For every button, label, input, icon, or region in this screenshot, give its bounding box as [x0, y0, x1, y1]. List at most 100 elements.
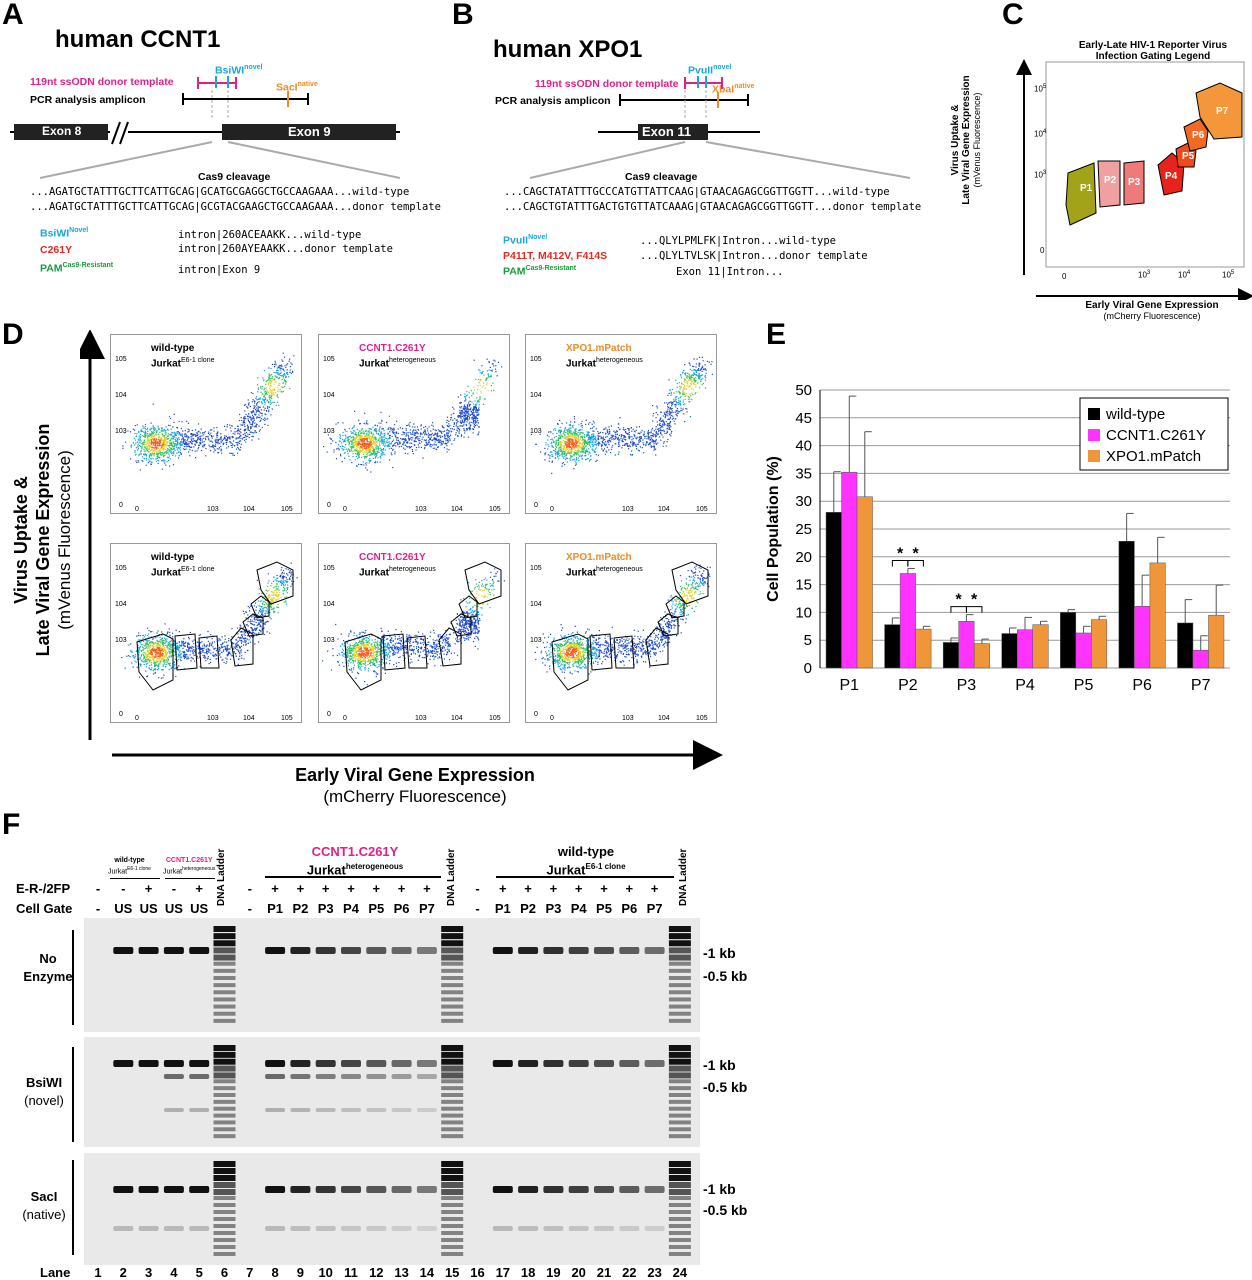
ladder-band	[441, 1134, 464, 1139]
ladder-band	[668, 968, 691, 973]
panel-a-exon8: Exon 8	[42, 124, 82, 138]
significance-bracket	[965, 606, 983, 613]
flow-tick: 0	[534, 502, 538, 509]
ladder-band	[441, 1113, 464, 1118]
ladder-band	[668, 1127, 691, 1132]
x-tick-label: P5	[1074, 677, 1094, 694]
bar-XPO1.mPatch-P3	[973, 643, 990, 669]
flow-tick: 104	[530, 392, 542, 399]
gate-value: P1	[494, 901, 511, 916]
panel-a-prot-donor: intron|260AYEAAKK...donor template	[178, 243, 393, 255]
dna-band-cut	[518, 1226, 539, 1231]
dna-band-cut	[189, 1074, 210, 1079]
panel-b-amplicon-label: PCR analysis amplicon	[495, 95, 611, 107]
panel-b-pvuii-label: PvuIInovel	[688, 64, 732, 77]
flow-tick: 0	[327, 711, 331, 718]
ladder-band	[441, 1217, 464, 1221]
ladder-band	[441, 968, 464, 973]
ladder-band	[668, 926, 691, 932]
ladder-band	[441, 976, 464, 980]
flow-tick: 105	[323, 356, 335, 363]
y-tick-label: 25	[795, 521, 812, 538]
bar-wild-type-P5	[1060, 612, 1077, 669]
ladder-band	[213, 1203, 236, 1207]
dna-band-cut	[594, 1226, 614, 1231]
ladder-band	[213, 1175, 236, 1181]
panel-c-label: C	[1002, 0, 1024, 31]
panel-a-saci-label: SacInative	[276, 81, 318, 94]
bar-XPO1.mPatch-P1	[856, 496, 873, 669]
ladder-band	[668, 947, 691, 954]
flow-tick: 0	[135, 715, 139, 722]
flow-tick: 104	[243, 506, 255, 513]
panel-e-label: E	[766, 318, 787, 351]
gate-value: US	[114, 901, 133, 916]
ladder-band	[668, 1045, 691, 1051]
dna-band-cut	[391, 1108, 412, 1112]
significance-star: *	[971, 592, 978, 609]
ladder-band	[213, 1161, 236, 1167]
bar-CCNT1.C261Y-P4	[1017, 629, 1033, 669]
ladder-band	[213, 1045, 236, 1051]
ladder-band	[441, 1182, 464, 1188]
ladder-band	[441, 1072, 464, 1079]
ladder-band	[441, 1011, 464, 1016]
flow-plot-title: CCNT1.C261Y Jurkatheterogeneous	[359, 343, 436, 370]
panel-a-amplicon-label: PCR analysis amplicon	[30, 94, 146, 106]
gate-p4	[438, 627, 462, 667]
panel-b-legend-pam: PAMCas9-Resistant	[503, 265, 577, 278]
lane-number: 5	[195, 1265, 203, 1280]
ladder-band	[213, 997, 236, 1002]
lane-number: 9	[296, 1265, 304, 1280]
panel-b-seq-wt: ...CAGCTATATTTGCCCATGTTATTCAAG|GTAACAGAG…	[504, 186, 890, 198]
bar-XPO1.mPatch-P4	[1032, 624, 1049, 669]
gel-no-enzyme	[84, 918, 700, 1032]
panel-a-donor-label: 119nt ssODN donor template	[30, 76, 174, 88]
lane-number: 18	[520, 1265, 536, 1280]
dna-band-cut	[416, 1074, 437, 1079]
panel-e-bar-chart: 0 5 10 15 20 25 30 35 40 45 50 Cell Population (%) P…	[765, 382, 1230, 694]
flow-tick: 105	[115, 565, 127, 572]
dna-band-full	[366, 947, 387, 954]
ladder-band	[668, 1065, 691, 1072]
marker-1kb-a: -1 kb	[703, 945, 736, 961]
flow-gates	[344, 561, 502, 691]
ladder-band	[441, 997, 464, 1002]
dna-band-cut	[416, 1226, 437, 1231]
x-tick-label: P4	[1015, 677, 1035, 694]
panel-f-group-ccnt1: CCNT1.C261Y Jurkatheterogeneous	[306, 844, 404, 878]
flow-tick: 105	[696, 715, 708, 722]
panel-a-bsiwi-label: BsiWInovel	[215, 64, 263, 77]
panel-a-legend-bsiwi: BsiWINovel	[40, 227, 89, 240]
bar-CCNT1.C261Y-P3	[958, 621, 975, 669]
ladder-band	[441, 1099, 464, 1104]
marker-05kb-a: -0.5 kb	[703, 968, 748, 984]
gate-value: P6	[393, 901, 410, 916]
ladder-band	[441, 954, 464, 961]
flow-tick: 103	[207, 715, 219, 722]
panel-b-legend-pvuii: PvuIINovel	[503, 234, 548, 247]
dna-band-full	[543, 1186, 564, 1193]
gate-p5	[450, 613, 472, 637]
ladder-band	[668, 1175, 691, 1181]
marker-05kb-b: -0.5 kb	[703, 1079, 748, 1095]
ladder-band	[441, 1196, 464, 1200]
dna-band-full	[518, 1060, 539, 1067]
ladder-band	[441, 1203, 464, 1207]
lane-number: 13	[394, 1265, 409, 1280]
gate-value: P7	[418, 901, 435, 916]
flow-plot-wt-ungated: wild-type JurkatE6-1 clone 105 104 103 0 0 103…	[110, 334, 302, 514]
panel-c-gating-legend	[1016, 59, 1252, 300]
dna-band-full	[290, 1186, 311, 1193]
flow-events	[323, 358, 503, 473]
ladder-band	[441, 1120, 464, 1125]
ladder-band	[213, 976, 236, 980]
panel-c-gates	[1065, 82, 1243, 226]
flow-tick: 105	[115, 356, 127, 363]
row-label-gate: Cell Gate	[16, 901, 73, 916]
ladder-band	[213, 1011, 236, 1016]
dna-band-full	[341, 1060, 361, 1067]
gate-value: US	[164, 901, 183, 916]
ladder-band	[213, 1238, 236, 1242]
lane-number: 23	[647, 1265, 662, 1280]
